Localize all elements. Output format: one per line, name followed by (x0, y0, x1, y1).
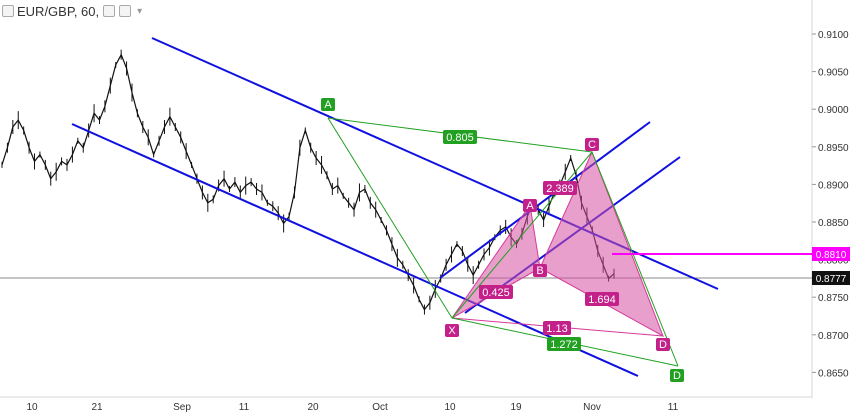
price-tick-label: 0.8800 (818, 256, 849, 267)
ratio-text: 1.272 (550, 339, 578, 351)
chevron-down-icon[interactable]: ▾ (137, 5, 143, 17)
ratio-label-113[interactable]: 1.13 (543, 321, 571, 335)
time-tick-label: 21 (91, 402, 103, 413)
price-tick-label: 0.8750 (818, 293, 849, 304)
ratio-text: 0.805 (446, 132, 474, 144)
ratio-label-2389[interactable]: 2.389 (543, 181, 577, 195)
ratio-label-0805[interactable]: 0.805 (443, 130, 477, 144)
point-label-d-green[interactable]: D (670, 369, 684, 382)
pink-bcd-triangle (539, 150, 664, 338)
green-xc-line (451, 151, 593, 319)
price-tick-label: 0.8950 (818, 143, 849, 154)
ratio-text: 0.425 (482, 287, 510, 299)
point-label-a-green[interactable]: A (321, 98, 335, 111)
price-tick-label: 0.9050 (818, 68, 849, 79)
parallel-channel-lower[interactable] (71, 37, 719, 377)
harmonic-pattern-pink[interactable] (451, 150, 664, 338)
marker-price-text: 0.8810 (816, 250, 847, 261)
chart-header: EUR/GBP, 60, ▾ (0, 0, 142, 22)
time-tick-label: 11 (668, 402, 679, 413)
time-tick-label: Sep (173, 402, 191, 413)
point-label-c[interactable]: C (585, 138, 599, 151)
ratio-label-1272[interactable]: 1.272 (547, 337, 581, 351)
ratio-text: 1.694 (588, 294, 616, 306)
price-axis-ticks: 0.9100 0.9050 0.9000 0.8950 0.8900 0.8850 0.88… (812, 30, 849, 379)
channel-line[interactable] (439, 121, 651, 279)
label-text: X (448, 325, 456, 337)
time-tick-label: 19 (510, 402, 522, 413)
pink-xab-triangle (451, 203, 541, 319)
price-tick-label: 0.8650 (818, 368, 849, 379)
label-text: D (659, 339, 667, 351)
price-tick-label: 0.8700 (818, 331, 849, 342)
time-tick-label: Nov (583, 402, 601, 413)
label-text: D (673, 370, 681, 382)
label-text: A (324, 99, 332, 111)
point-label-a-pink[interactable]: A (523, 199, 537, 212)
ratio-text: 2.389 (546, 183, 574, 195)
dropdown-indicator[interactable] (2, 5, 14, 17)
channel-line[interactable] (151, 37, 719, 290)
current-price-label: 0.8777 (812, 271, 850, 285)
ratio-text: 1.13 (546, 323, 567, 335)
point-label-x[interactable]: X (445, 324, 459, 337)
time-tick-label: 10 (26, 402, 38, 413)
price-tick-label: 0.9100 (818, 30, 849, 41)
price-tick-label: 0.8850 (818, 218, 849, 229)
label-text: A (526, 200, 534, 212)
green-cd-leg (591, 151, 679, 367)
price-tick-label: 0.8900 (818, 180, 849, 191)
price-tick-label: 0.9000 (818, 105, 849, 116)
time-tick-label: Oct (372, 402, 388, 413)
current-price-text: 0.8777 (816, 274, 847, 285)
time-tick-label: 11 (239, 402, 250, 413)
settings-icon[interactable] (119, 5, 132, 17)
time-tick-label: 20 (307, 402, 319, 413)
label-text: B (536, 265, 543, 277)
green-xa-leg (327, 117, 453, 319)
label-text: C (588, 139, 596, 151)
eye-icon[interactable] (103, 5, 116, 17)
symbol-title[interactable]: EUR/GBP, 60, (17, 3, 100, 19)
point-label-b-pink[interactable]: B (533, 264, 547, 277)
marker-price-label: 0.8810 (812, 247, 850, 261)
ratio-label-1694[interactable]: 1.694 (585, 292, 619, 306)
time-tick-label: 10 (444, 402, 456, 413)
time-axis-ticks: 10 21 Sep 11 20 Oct 10 19 Nov 11 (26, 402, 678, 413)
point-label-d-pink[interactable]: D (656, 338, 670, 351)
ratio-label-0425[interactable]: 0.425 (479, 285, 513, 299)
